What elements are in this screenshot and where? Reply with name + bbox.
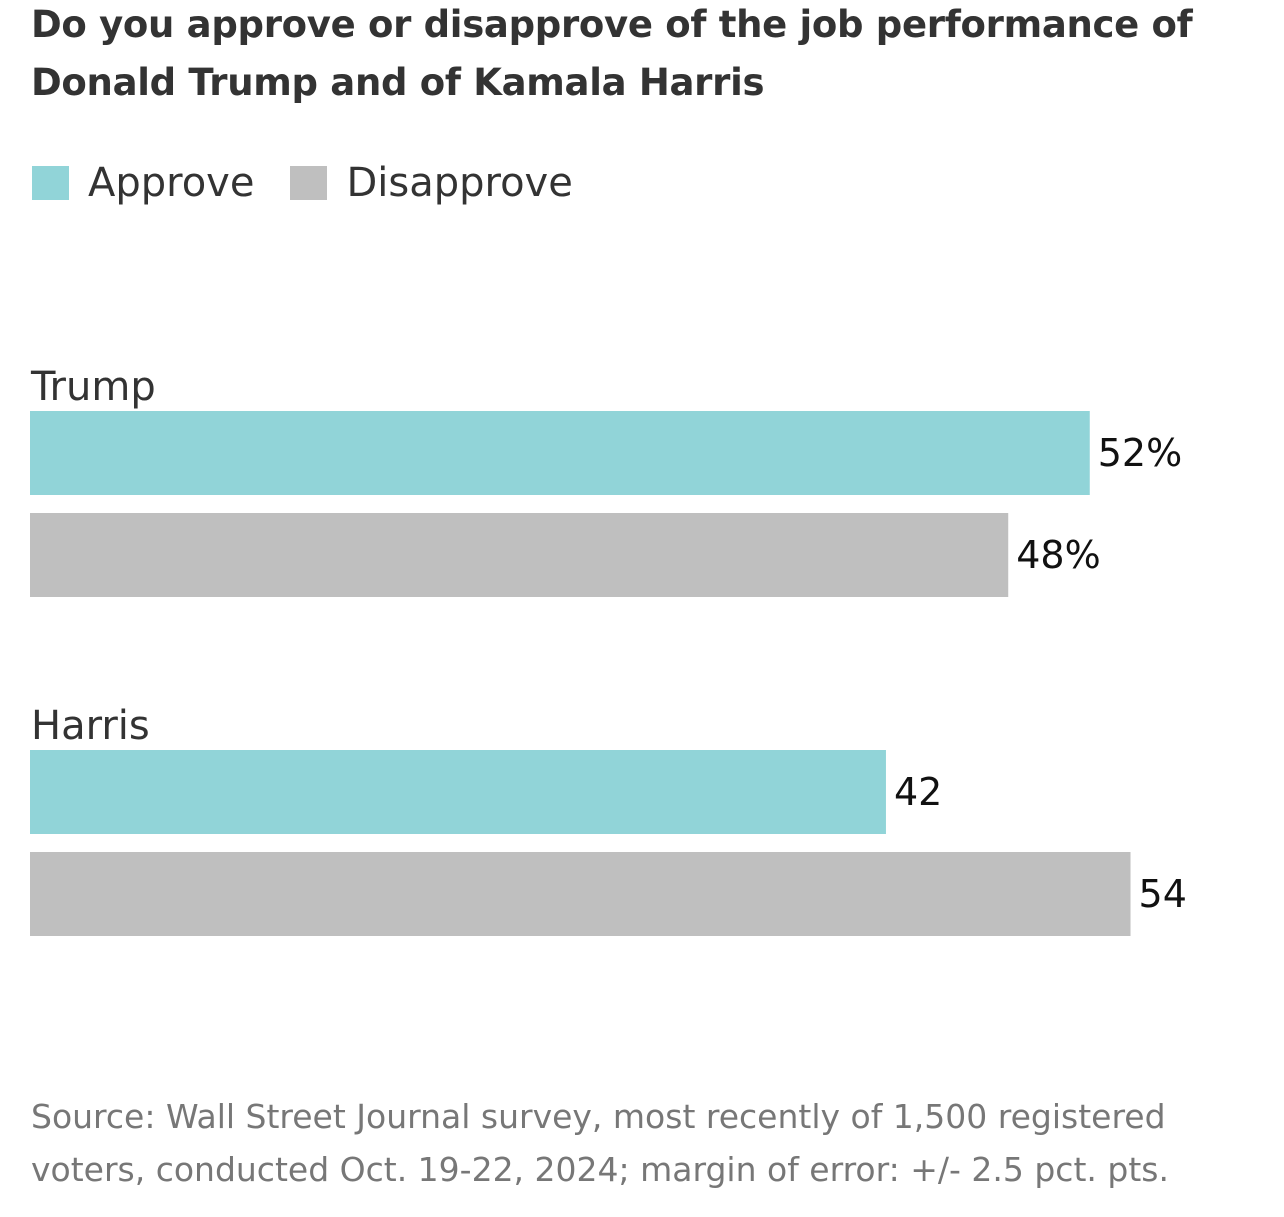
legend: Approve Disapprove bbox=[32, 155, 609, 211]
approve-swatch bbox=[32, 166, 69, 200]
legend-item-disapprove: Disapprove bbox=[290, 160, 573, 206]
legend-label-disapprove: Disapprove bbox=[346, 160, 573, 206]
category-label-trump: Trump bbox=[30, 364, 156, 410]
disapprove-swatch bbox=[290, 166, 328, 200]
chart-title: Do you approve or disapprove of the job … bbox=[31, 3, 1193, 104]
bar-harris-approve bbox=[30, 750, 886, 834]
value-label-harris-disapprove: 54 bbox=[1139, 872, 1187, 916]
value-label-harris-approve: 42 bbox=[894, 770, 942, 814]
legend-item-approve: Approve bbox=[32, 160, 254, 206]
legend-label-approve: Approve bbox=[88, 160, 255, 206]
source-note: Source: Wall Street Journal survey, most… bbox=[31, 1097, 1169, 1189]
category-label-harris: Harris bbox=[31, 703, 150, 749]
bar-harris-disapprove bbox=[30, 852, 1131, 936]
bar-trump-approve bbox=[30, 411, 1090, 495]
bar-chart: Trump 52% 48% Harris 42 54 bbox=[30, 364, 1187, 936]
bar-trump-disapprove bbox=[30, 513, 1009, 597]
value-label-trump-disapprove: 48% bbox=[1016, 533, 1100, 577]
value-label-trump-approve: 52% bbox=[1098, 431, 1182, 475]
